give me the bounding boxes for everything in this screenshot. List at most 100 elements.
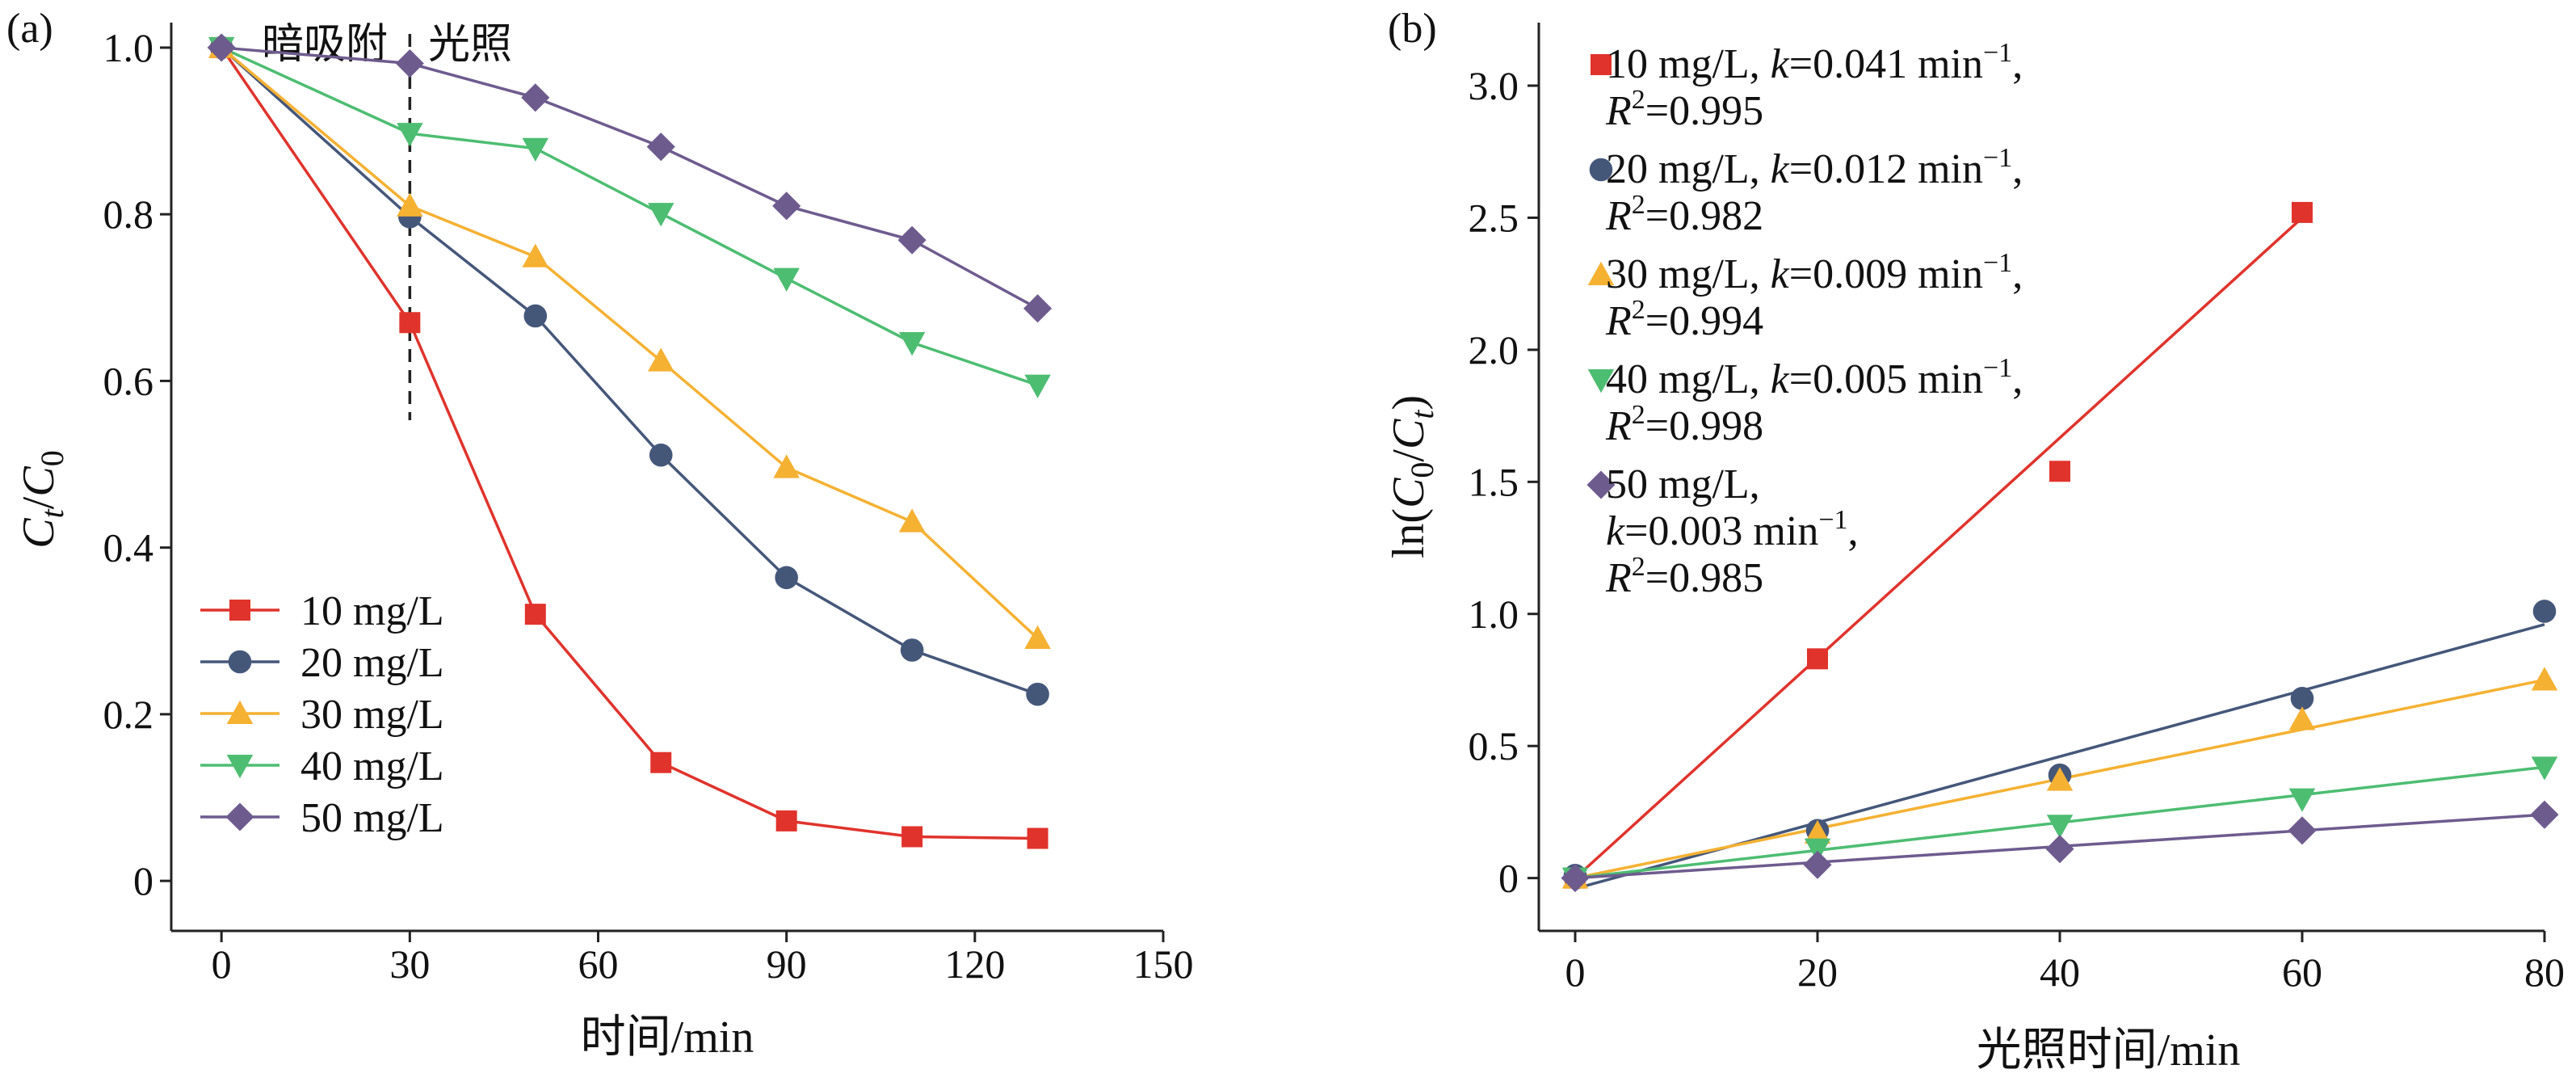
panel-a-x-ticks: 0 30 60 90 120 150 bbox=[212, 931, 1194, 987]
data-point-b-2 bbox=[2532, 600, 2557, 623]
legend-r2: R2=0.982 bbox=[1605, 190, 1763, 239]
data-point-a-4 bbox=[397, 123, 423, 147]
legend-entry: 40 mg/L, k=0.005 min−1, bbox=[1606, 353, 2023, 402]
legend-k-symbol: k bbox=[1606, 508, 1625, 554]
legend-k-value: =0.012 min bbox=[1789, 146, 1983, 192]
panel-a-legend: 10 mg/L 20 mg/L 30 mg/L 40 mg/L 50 mg/L bbox=[200, 588, 444, 841]
panel-a-label: (a) bbox=[6, 6, 53, 52]
legend-r2: R2=0.998 bbox=[1605, 400, 1763, 449]
y-tick-label: 2.5 bbox=[1469, 195, 1519, 240]
data-point-b-3 bbox=[2531, 667, 2558, 691]
legend-r-symbol: R bbox=[1605, 88, 1632, 134]
legend-k-symbol: k bbox=[1771, 251, 1790, 297]
legend-sep: , bbox=[2012, 356, 2023, 402]
panel-b-series bbox=[1561, 201, 2559, 893]
x-tick-label: 60 bbox=[578, 941, 619, 987]
data-point-b-4 bbox=[2046, 815, 2074, 839]
data-point-a-3 bbox=[522, 243, 549, 267]
data-point-a-3 bbox=[773, 454, 800, 478]
panel-b-x-label: 光照时间/min bbox=[1977, 1025, 2241, 1076]
data-point-a-4 bbox=[522, 137, 549, 162]
legend-k-value: =0.009 min bbox=[1789, 251, 1983, 297]
legend-entry: 30 mg/L, k=0.009 min−1, bbox=[1606, 248, 2023, 297]
data-point-b-5 bbox=[2288, 816, 2317, 845]
legend-name: 20 mg/L bbox=[1606, 146, 1750, 192]
panel-b-label: (b) bbox=[1388, 6, 1437, 52]
data-point-a-3 bbox=[397, 192, 423, 217]
legend-sep: , bbox=[1848, 508, 1859, 554]
legend-sep: , bbox=[1750, 146, 1771, 192]
data-point-a-3 bbox=[898, 508, 926, 533]
legend-entry: 20 mg/L bbox=[300, 640, 444, 686]
data-point-b-3 bbox=[2288, 706, 2316, 730]
y-tick-label: 1.0 bbox=[1469, 592, 1519, 637]
legend-r-sup: 2 bbox=[1632, 295, 1645, 325]
data-point-b-2 bbox=[2290, 687, 2314, 710]
x-tick-label: 60 bbox=[2282, 949, 2322, 995]
data-point-a-5 bbox=[897, 225, 927, 255]
legend-entry: 40 mg/L bbox=[300, 743, 444, 789]
data-point-a-5 bbox=[1023, 294, 1053, 323]
legend-marker bbox=[226, 700, 254, 724]
data-point-b-3 bbox=[1804, 819, 1831, 844]
legend-name: 40 mg/L bbox=[1606, 356, 1750, 402]
legend-r2-value: =0.994 bbox=[1645, 298, 1763, 344]
data-point-b-5 bbox=[2530, 800, 2559, 829]
y-tick-label: 0.4 bbox=[103, 525, 154, 570]
x-tick-label: 80 bbox=[2524, 949, 2565, 995]
legend-sep: , bbox=[1750, 356, 1771, 402]
legend-r2-value: =0.998 bbox=[1645, 403, 1763, 449]
y-tick-label: 0 bbox=[1498, 856, 1519, 901]
x-tick-label: 40 bbox=[2040, 949, 2080, 995]
y-tick-label: 0.2 bbox=[103, 692, 154, 737]
legend-marker bbox=[228, 650, 252, 674]
data-point-b-1 bbox=[1807, 648, 1828, 670]
legend-k-value: =0.041 min bbox=[1789, 41, 1983, 87]
legend-sep: , bbox=[2012, 146, 2023, 192]
legend-marker bbox=[1586, 470, 1616, 499]
legend-r-sup: 2 bbox=[1632, 400, 1645, 430]
x-tick-label: 30 bbox=[389, 941, 430, 987]
legend-sep: , bbox=[1750, 461, 1760, 507]
y-tick-label: 0.5 bbox=[1469, 723, 1519, 768]
legend-name: 30 mg/L bbox=[1606, 251, 1750, 297]
panel-b-x-ticks: 0 20 40 60 80 bbox=[1565, 931, 2565, 995]
panel-a-y-label: Ct/C0 bbox=[14, 450, 70, 548]
annotation-illumination: 光照 bbox=[428, 22, 512, 68]
panel-b: (b) 0 20 40 60 80 0 0.5 1.0 1.5 2.0 2.5 3.0 光照时间/m… bbox=[1384, 6, 2565, 1076]
data-point-b-5 bbox=[1803, 850, 1832, 879]
fit-line-1 bbox=[1574, 217, 2304, 879]
legend-unit-sup: −1 bbox=[1983, 143, 2012, 173]
legend-name: 50 mg/L bbox=[1606, 461, 1750, 507]
x-tick-label: 120 bbox=[944, 941, 1005, 987]
data-point-a-3 bbox=[1024, 625, 1051, 650]
data-point-a-2 bbox=[900, 638, 924, 662]
legend-marker bbox=[1587, 369, 1615, 394]
data-point-a-4 bbox=[647, 203, 674, 227]
legend-r-sup: 2 bbox=[1632, 190, 1645, 220]
legend-r-symbol: R bbox=[1605, 555, 1632, 601]
legend-r-sup: 2 bbox=[1632, 85, 1645, 115]
x-tick-label: 150 bbox=[1133, 941, 1194, 987]
legend-k-symbol: k bbox=[1771, 146, 1790, 192]
data-point-a-5 bbox=[521, 83, 550, 112]
y-tick-label: 0 bbox=[133, 858, 153, 903]
y-tick-label: 0.6 bbox=[103, 358, 154, 403]
legend-marker bbox=[1589, 158, 1613, 182]
legend-marker bbox=[1591, 54, 1612, 75]
x-tick-label: 0 bbox=[212, 941, 232, 987]
legend-entry: 30 mg/L bbox=[300, 692, 444, 738]
data-point-b-5 bbox=[2045, 835, 2074, 864]
panel-b-y-ticks: 0 0.5 1.0 1.5 2.0 2.5 3.0 bbox=[1469, 63, 1539, 901]
legend-k-value: =0.005 min bbox=[1789, 356, 1983, 402]
data-point-a-4 bbox=[773, 267, 800, 292]
legend-r2: R2=0.995 bbox=[1605, 85, 1763, 134]
y-tick-label: 2.0 bbox=[1469, 327, 1519, 373]
data-point-b-4 bbox=[2531, 756, 2558, 781]
data-point-a-5 bbox=[772, 192, 801, 221]
data-point-b-4 bbox=[1804, 838, 1831, 862]
data-point-a-1 bbox=[399, 312, 421, 334]
data-point-a-1 bbox=[524, 604, 546, 625]
legend-unit-sup: −1 bbox=[1983, 353, 2012, 383]
